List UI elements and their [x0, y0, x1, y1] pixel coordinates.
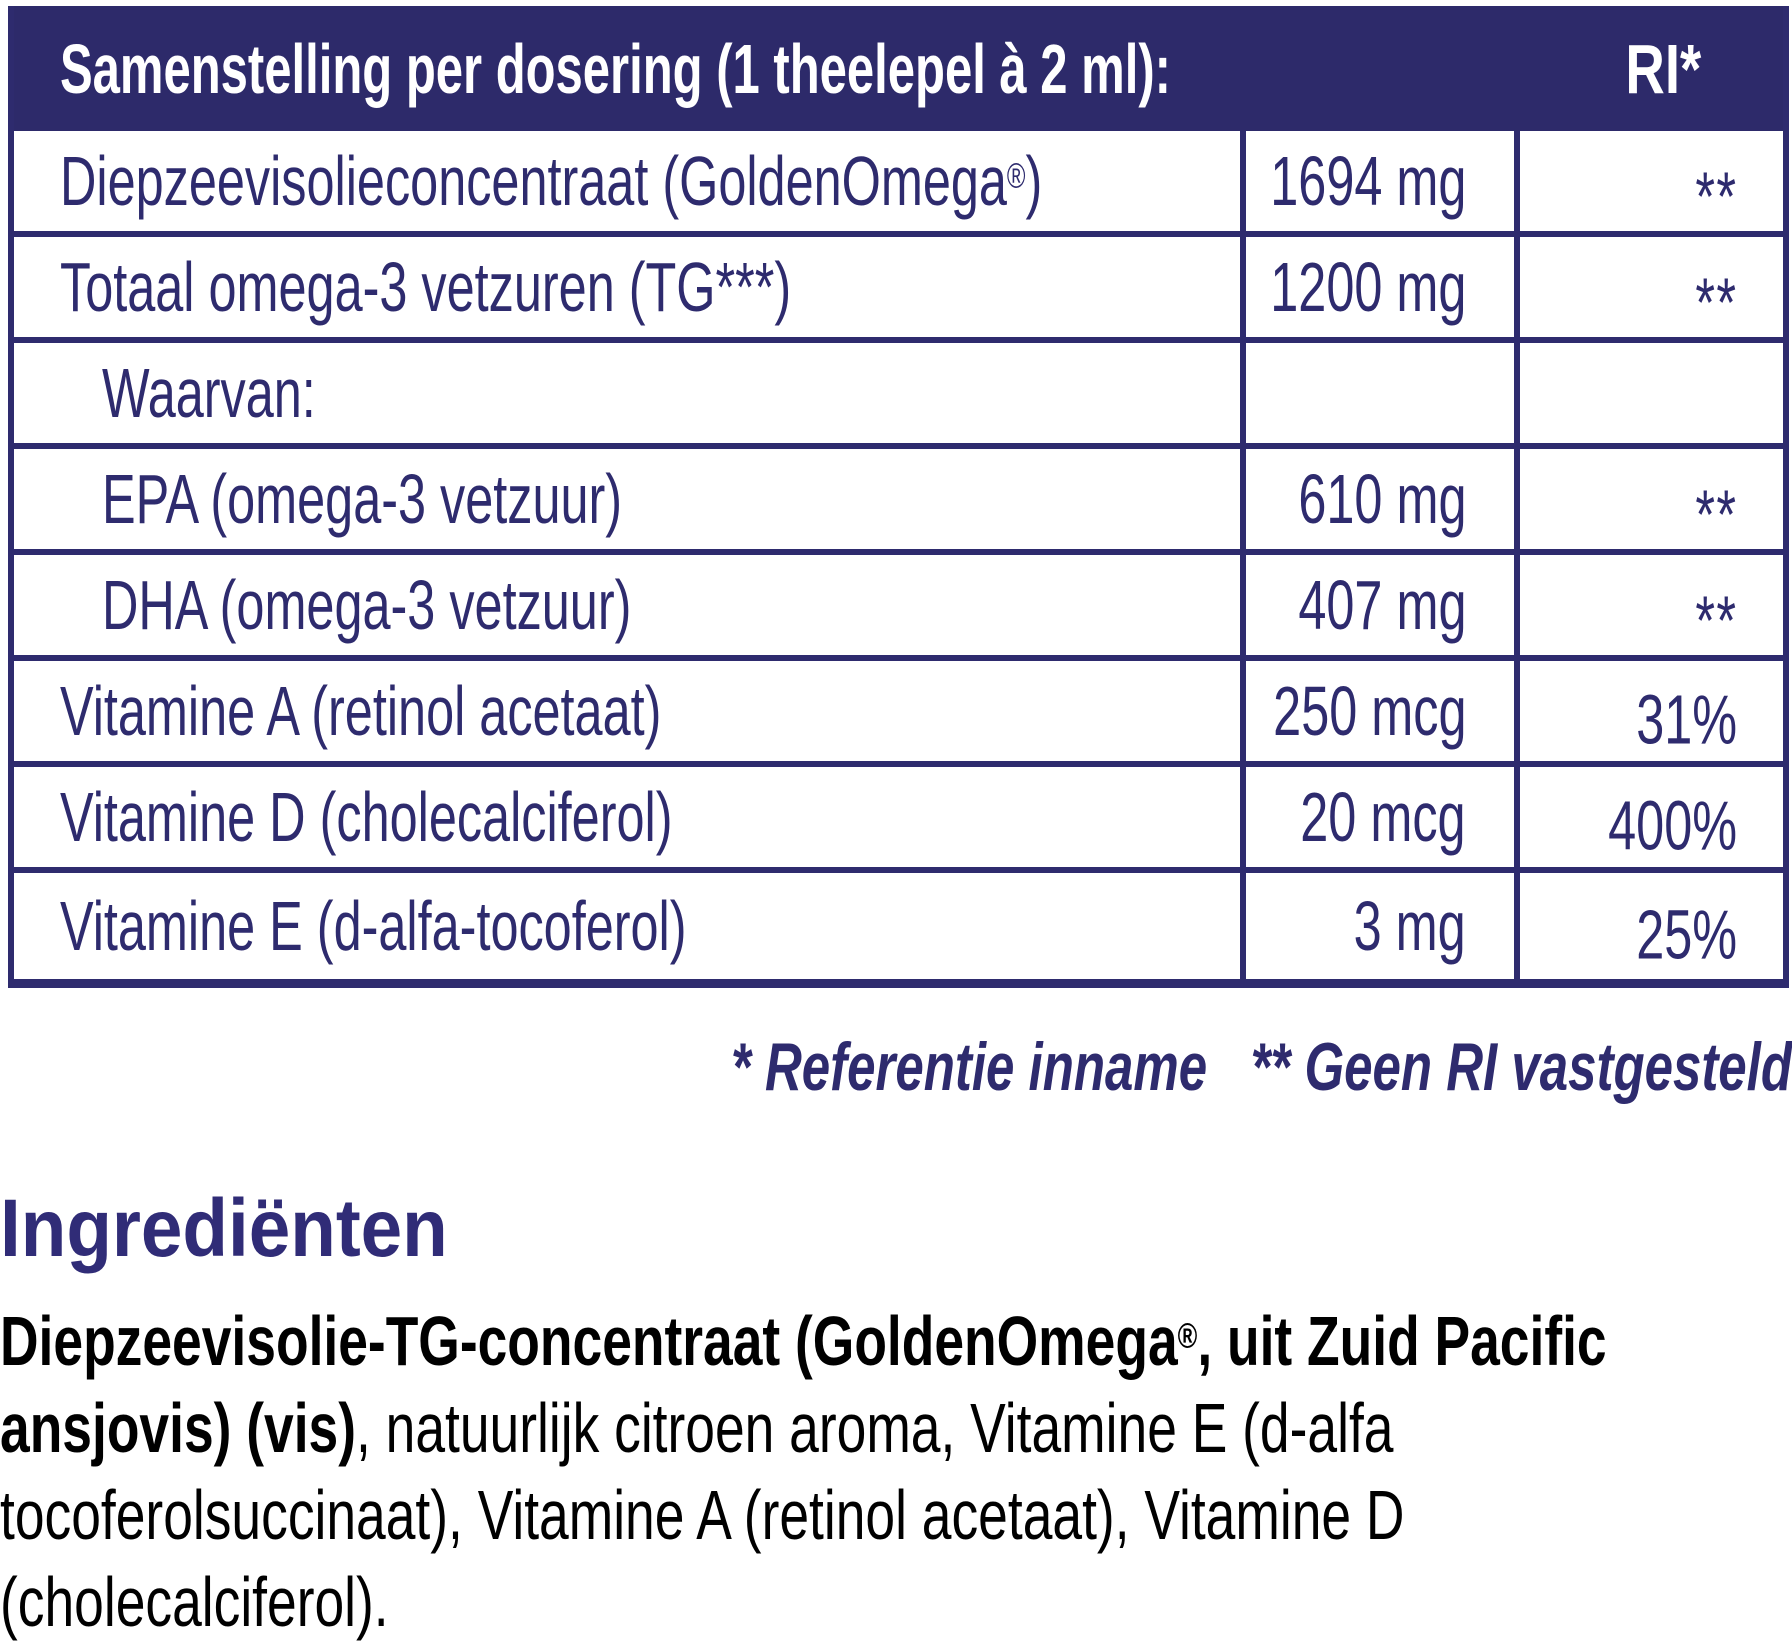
composition-table-body: Diepzeevisolieconcentraat (GoldenOmega®)…	[14, 131, 1783, 979]
ri-value: **	[1694, 157, 1737, 236]
table-row: Totaal omega-3 vetzuren (TG***) 1200 mg **	[14, 237, 1783, 343]
composition-table-header: Samenstelling per dosering (1 theelepel …	[14, 6, 1783, 131]
ingredients-paragraph: Diepzeevisolie-TG-concentraat (GoldenOme…	[0, 1292, 1792, 1646]
ingredient-name: Vitamine D (cholecalciferol)	[60, 778, 673, 856]
ingredient-name-cell: DHA (omega-3 vetzuur)	[14, 555, 1240, 655]
table-title: Samenstelling per dosering (1 theelepel …	[14, 29, 1514, 109]
amount-value: 1694 mg	[1269, 142, 1466, 220]
ingredients-segment: , natuurlijk citroen aroma, Vitamine E (…	[0, 1388, 1405, 1641]
amount-value: 610 mg	[1297, 460, 1466, 538]
table-row: Diepzeevisolieconcentraat (GoldenOmega®)…	[14, 131, 1783, 237]
table-row: Waarvan:	[14, 343, 1783, 449]
ingredient-name-cell: Waarvan:	[14, 343, 1240, 443]
footnote-reference-intake: * Referentie inname	[730, 1029, 1208, 1105]
registered-trademark-symbol: ®	[1177, 1316, 1198, 1355]
amount-cell	[1240, 343, 1514, 443]
ri-value: **	[1694, 263, 1737, 342]
table-row: Vitamine D (cholecalciferol) 20 mcg 400%	[14, 767, 1783, 873]
table-row: DHA (omega-3 vetzuur) 407 mg **	[14, 555, 1783, 661]
footnote-no-ri: ** Geen RI vastgesteld	[1250, 1029, 1792, 1105]
amount-value: 407 mg	[1297, 566, 1466, 644]
ri-value: 31%	[1636, 680, 1737, 759]
ingredient-name-cell: Vitamine A (retinol acetaat)	[14, 661, 1240, 761]
ri-value: **	[1694, 581, 1737, 660]
amount-cell: 20 mcg	[1240, 767, 1514, 867]
ri-cell: **	[1514, 555, 1783, 659]
ingredient-name: EPA (omega-3 vetzuur)	[102, 460, 623, 538]
ri-value: **	[1694, 475, 1737, 554]
ingredients-segment: Diepzeevisolie-TG-concentraat (GoldenOme…	[0, 1301, 1607, 1467]
ingredient-name-cell: Vitamine E (d-alfa-tocoferol)	[14, 873, 1240, 979]
ingredient-name-cell: Totaal omega-3 vetzuren (TG***)	[14, 237, 1240, 337]
registered-trademark-symbol: ®	[1006, 156, 1026, 196]
table-title-text: Samenstelling per dosering (1 theelepel …	[60, 29, 1171, 108]
ingredient-name: DHA (omega-3 vetzuur)	[102, 566, 632, 644]
ingredient-name-cell: Diepzeevisolieconcentraat (GoldenOmega®)	[14, 131, 1240, 231]
amount-value: 250 mcg	[1272, 672, 1466, 750]
ingredient-name: Diepzeevisolieconcentraat (GoldenOmega®)	[60, 142, 1043, 220]
ri-column-header: RI*	[1514, 29, 1783, 109]
amount-cell: 250 mcg	[1240, 661, 1514, 761]
amount-cell: 610 mg	[1240, 449, 1514, 549]
ri-cell: 31%	[1514, 661, 1783, 761]
composition-table: Samenstelling per dosering (1 theelepel …	[8, 6, 1789, 988]
amount-cell: 1200 mg	[1240, 237, 1514, 337]
ri-cell	[1514, 343, 1783, 443]
amount-cell: 407 mg	[1240, 555, 1514, 655]
amount-value: 20 mcg	[1300, 778, 1466, 856]
ri-header-text: RI*	[1625, 29, 1701, 108]
table-row: EPA (omega-3 vetzuur) 610 mg **	[14, 449, 1783, 555]
ri-cell: 400%	[1514, 767, 1783, 867]
amount-value: 1200 mg	[1269, 248, 1466, 326]
ri-value: 25%	[1636, 895, 1737, 974]
reference-footnote: * Referentie inname ** Geen RI vastgeste…	[448, 1028, 1792, 1106]
ri-cell: 25%	[1514, 873, 1783, 979]
ingredient-name: Vitamine A (retinol acetaat)	[60, 672, 662, 750]
amount-value: 3 mg	[1353, 887, 1466, 965]
ri-cell: **	[1514, 131, 1783, 235]
ingredients-heading: Ingrediënten	[0, 1183, 448, 1274]
ri-value: 400%	[1608, 786, 1737, 865]
ingredient-name: Totaal omega-3 vetzuren (TG***)	[60, 248, 792, 326]
amount-cell: 3 mg	[1240, 873, 1514, 979]
ingredient-name-cell: Vitamine D (cholecalciferol)	[14, 767, 1240, 867]
table-row: Vitamine A (retinol acetaat) 250 mcg 31%	[14, 661, 1783, 767]
table-row: Vitamine E (d-alfa-tocoferol) 3 mg 25%	[14, 873, 1783, 979]
ri-cell: **	[1514, 449, 1783, 553]
ri-cell: **	[1514, 237, 1783, 341]
ingredient-name: Waarvan:	[102, 354, 316, 432]
ingredient-name-cell: EPA (omega-3 vetzuur)	[14, 449, 1240, 549]
ingredient-name: Vitamine E (d-alfa-tocoferol)	[60, 887, 687, 965]
amount-cell: 1694 mg	[1240, 131, 1514, 231]
